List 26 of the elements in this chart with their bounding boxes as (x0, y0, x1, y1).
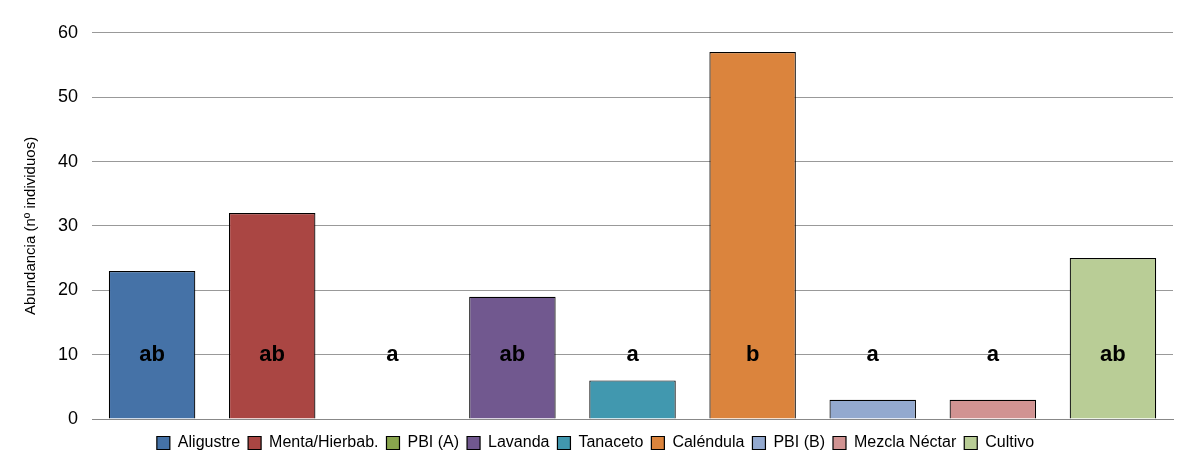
y-tick-label: 10 (57, 343, 79, 364)
annotation: ab (499, 340, 526, 366)
annotation: ab (139, 340, 165, 366)
legend-label: Lavanda (488, 433, 550, 451)
y-tick-label: 20 (57, 279, 79, 300)
legend-label: Caléndula (672, 433, 745, 451)
legend-label: Cultivo (985, 433, 1035, 451)
y-tick-label: 40 (57, 150, 79, 171)
annotation: b (745, 340, 760, 366)
legend-label: Tanaceto (578, 433, 644, 451)
annotation: a (626, 340, 640, 366)
y-axis-title: Abundancia (nº individuos) (21, 136, 39, 315)
legend-label: Mezcla Néctar (854, 433, 957, 451)
annotation: a (986, 340, 1000, 366)
annotation: ab (1100, 340, 1126, 366)
legend-label: Aligustre (177, 433, 241, 451)
legend-label: PBI (B) (773, 433, 825, 451)
annotation: a (386, 340, 400, 366)
y-tick-label: 50 (57, 86, 79, 107)
legend-label: PBI (A) (407, 433, 460, 451)
annotation: ab (259, 340, 286, 366)
annotation: a (866, 340, 880, 366)
y-tick-label: 60 (57, 21, 79, 42)
legend-label: Menta/Hierbab. (269, 433, 379, 451)
y-tick-label: 30 (57, 214, 79, 235)
y-tick-label: 0 (68, 407, 79, 428)
